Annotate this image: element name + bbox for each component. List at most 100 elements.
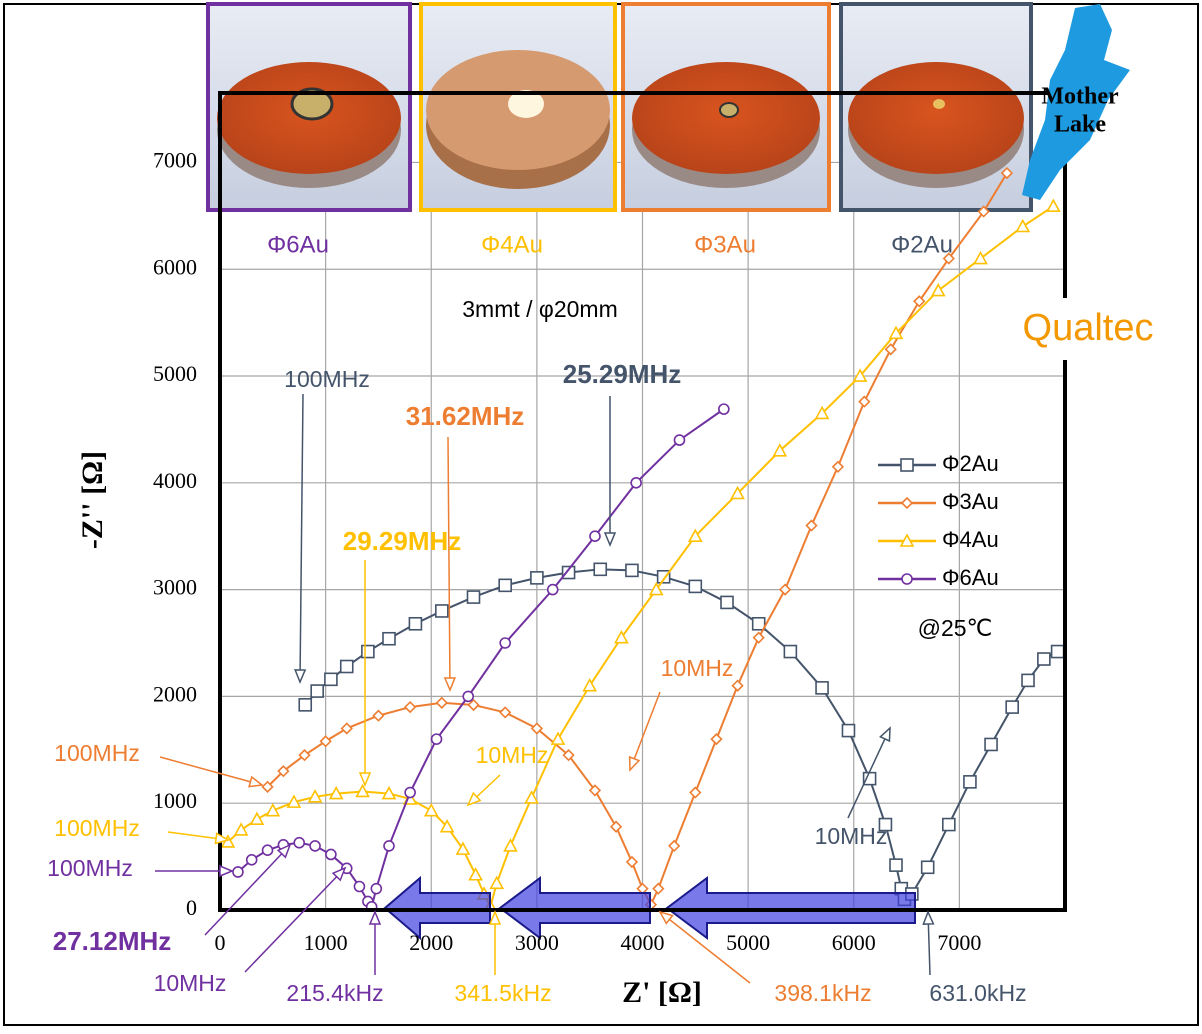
marker	[233, 822, 249, 836]
marker	[687, 528, 703, 543]
annotation: 10MHz	[661, 655, 734, 681]
annotation: 27.12MHz	[53, 926, 172, 956]
x-tick-label: 4000	[621, 930, 665, 955]
arrow-head	[658, 910, 674, 925]
marker	[467, 698, 480, 712]
arrow-head	[879, 726, 891, 743]
marker	[942, 252, 955, 265]
marker	[372, 709, 385, 722]
marker	[589, 530, 601, 543]
marker	[688, 579, 703, 594]
marker	[324, 672, 338, 687]
photos	[206, 2, 1033, 212]
arrow-head	[214, 832, 230, 845]
marker	[298, 698, 313, 712]
marker	[430, 733, 443, 745]
marker	[245, 854, 258, 866]
annotation-arrow	[629, 691, 661, 771]
marker	[977, 205, 990, 218]
annotation: 398.1kHz	[774, 980, 871, 1006]
marker	[370, 882, 383, 895]
marker	[841, 723, 856, 738]
photo	[621, 2, 831, 212]
x-tick-label: 7000	[937, 930, 981, 955]
marker	[298, 749, 311, 762]
annotation-arrow	[659, 911, 751, 984]
marker	[673, 434, 686, 446]
marker	[261, 844, 274, 856]
arrow-head	[488, 910, 502, 925]
marker	[439, 819, 455, 833]
annotation: 100MHz	[284, 366, 370, 392]
marker	[783, 644, 798, 659]
marker	[249, 811, 265, 826]
arrow-head	[219, 864, 234, 878]
marker	[593, 562, 608, 577]
marker	[718, 403, 730, 415]
annotation: 10MHz	[476, 742, 549, 768]
y-tick-label: 3000	[153, 575, 197, 600]
marker	[277, 765, 290, 778]
series-line	[237, 408, 725, 910]
marker	[293, 836, 306, 849]
annotation: 215.4kHz	[286, 980, 383, 1006]
marker	[365, 900, 378, 910]
marker	[498, 578, 512, 593]
photo-label: Φ2Au	[891, 231, 953, 258]
marker	[562, 749, 575, 762]
marker	[355, 783, 370, 798]
marker	[625, 855, 639, 869]
annotation-arrow	[244, 867, 346, 973]
marker	[963, 775, 977, 789]
marker	[888, 325, 904, 340]
arrow-head	[248, 775, 264, 788]
legend-label: Φ2Au	[942, 451, 999, 476]
marker	[772, 443, 788, 457]
annotation: 25.29MHz	[563, 359, 682, 389]
marker	[1021, 673, 1035, 688]
annotation: 3mmt / φ20mm	[462, 296, 618, 322]
annotation: 10MHz	[815, 823, 888, 849]
marker	[319, 735, 332, 748]
x-axis-label: Z' [Ω]	[622, 976, 702, 1009]
marker	[404, 786, 416, 799]
marker	[561, 565, 576, 580]
legend: Φ2Au Φ3Au Φ4Au Φ6Au	[878, 451, 999, 590]
marker	[614, 629, 629, 644]
y-tick-label: 4000	[153, 468, 197, 493]
marker	[261, 780, 274, 793]
annotation-arrow	[204, 844, 291, 936]
marker	[852, 368, 868, 382]
y-tick-label: 6000	[153, 254, 197, 279]
marker	[546, 583, 559, 596]
marker	[720, 595, 734, 610]
arrow-head	[368, 910, 382, 925]
annotation: 631.0kHz	[929, 980, 1026, 1006]
marker	[340, 722, 353, 735]
marker	[503, 838, 518, 852]
marker	[815, 681, 829, 695]
marker	[524, 790, 539, 804]
marker	[310, 684, 324, 698]
logo-qualtec: Qualtec	[1023, 307, 1154, 349]
marker	[435, 696, 448, 709]
marker	[265, 803, 281, 817]
marker	[1037, 652, 1051, 666]
marker	[499, 706, 512, 719]
y-tick-label: 0	[186, 895, 197, 920]
marker	[920, 860, 935, 875]
marker	[889, 858, 903, 872]
marker	[1000, 166, 1014, 180]
annotation-arrow	[847, 727, 891, 819]
marker	[1005, 700, 1019, 714]
marker	[884, 343, 897, 356]
marker	[468, 867, 483, 881]
y-tick-label: 5000	[153, 361, 197, 386]
marker	[652, 882, 665, 895]
photo-label: Φ6Au	[267, 231, 329, 258]
marker	[689, 786, 702, 799]
photo	[206, 2, 412, 212]
marker	[625, 563, 639, 578]
photo	[839, 2, 1033, 212]
